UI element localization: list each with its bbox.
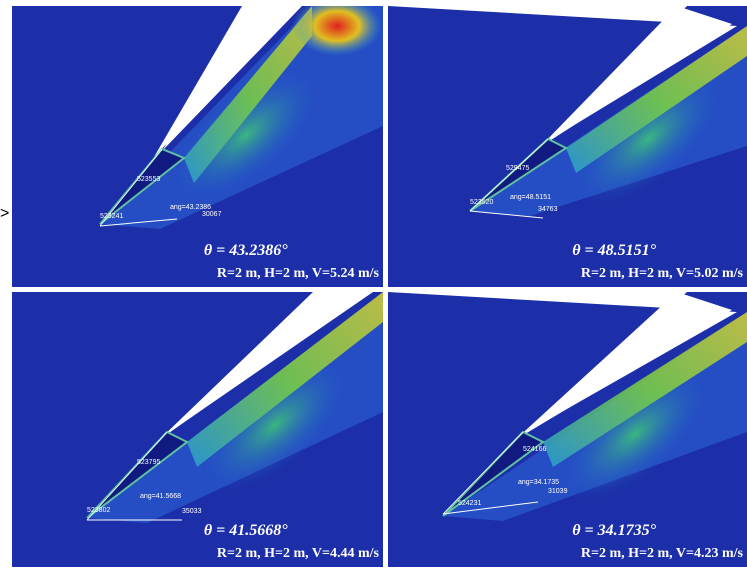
sim-panel: 529475 523520 ang=48.5151 34763 θ = 48.5151°…: [388, 6, 747, 287]
node-label: 35033: [182, 508, 202, 515]
angle-label: θ = 43.2386°: [204, 242, 288, 259]
node-label: 523802: [87, 507, 110, 514]
node-label: 523520: [470, 199, 493, 206]
node-label: ang=43.2386: [170, 204, 211, 211]
params-label: R=2 m, H=2 m, V=4.23 m/s: [581, 546, 744, 561]
node-label: ang=41.5668: [140, 493, 181, 500]
node-label: 523241: [100, 213, 123, 220]
params-label: R=2 m, H=2 m, V=4.44 m/s: [217, 546, 380, 561]
node-label: 31039: [548, 488, 568, 495]
angle-label: θ = 34.1735°: [572, 522, 656, 539]
params-label: R=2 m, H=2 m, V=5.02 m/s: [581, 266, 744, 281]
marker: >: [0, 205, 9, 223]
node-label: 524166: [523, 446, 546, 453]
node-label: 524231: [458, 500, 481, 507]
node-label: 529475: [506, 165, 529, 172]
node-label: 523553: [137, 176, 160, 183]
node-label: ang=48.5151: [510, 194, 551, 201]
node-label: 34763: [538, 206, 558, 213]
node-label: ang=34.1735: [518, 479, 559, 486]
angle-label: θ = 41.5668°: [204, 522, 288, 539]
node-label: 30067: [202, 211, 222, 218]
figure: > 523553 523241 ang=43.238630067 θ = 43.238…: [0, 0, 747, 574]
sim-panel: 524166 524231 ang=34.1735 31039 θ = 34.1735°…: [388, 292, 747, 567]
params-label: R=2 m, H=2 m, V=5.24 m/s: [217, 266, 380, 281]
node-label: 523795: [137, 459, 160, 466]
angle-label: θ = 48.5151°: [572, 242, 656, 259]
